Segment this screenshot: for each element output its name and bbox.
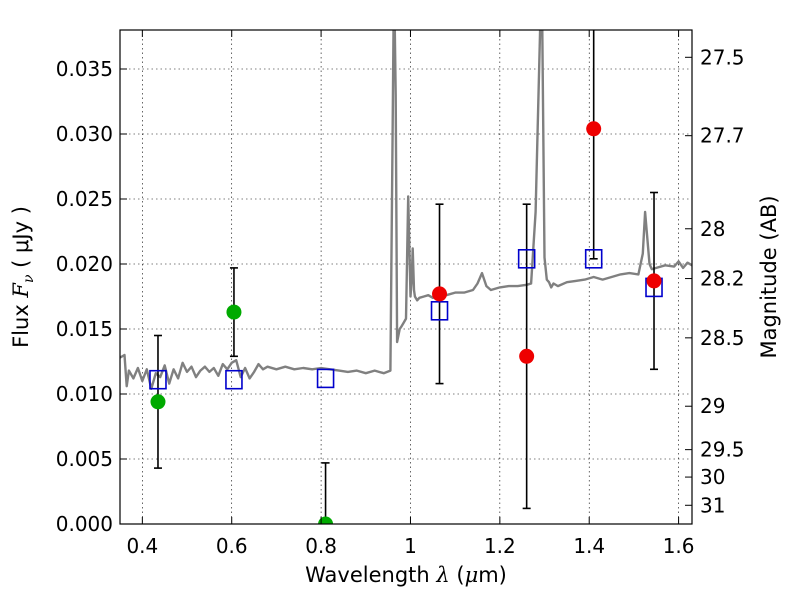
plot-area	[120, 30, 692, 524]
y2-tick-label: 29	[700, 394, 725, 418]
model-photometry-marker	[149, 369, 167, 390]
x-tick-label: 1.4	[573, 534, 605, 558]
y-tick-label: 0.035	[56, 57, 113, 81]
x-tick-labels: 0.4 0.6 0.8 1 1.2 1.4 1.6	[126, 534, 694, 558]
x-axis-title: Wavelength λ (μm)	[305, 563, 507, 587]
x-tick-label: 0.8	[305, 534, 337, 558]
y-tick-label: 0.010	[56, 382, 113, 406]
optical-photometry-point	[318, 516, 334, 524]
y2-tick-label: 27.5	[700, 45, 745, 69]
y-tick-label: 0.015	[56, 317, 113, 341]
nir-photometry-point	[519, 348, 535, 364]
tick-marks	[120, 30, 692, 525]
x-tick-label: 0.4	[126, 534, 158, 558]
x-tick-label: 0.6	[216, 534, 248, 558]
y2-tick-label: 31	[700, 493, 725, 517]
model-photometry-marker	[430, 300, 449, 321]
y2-tick-label: 28.2	[700, 267, 745, 291]
x-tick-label: 1	[404, 534, 417, 558]
model-photometry-marker	[584, 249, 603, 269]
y2-tick-label: 28.5	[700, 326, 745, 350]
y-axis-title: Flux Fν ( μJy )	[9, 206, 37, 348]
y-tick-label: 0.030	[56, 122, 113, 146]
x-tick-label: 1.2	[484, 534, 516, 558]
optical-photometry-point	[150, 394, 166, 410]
y-tick-label: 0.020	[56, 252, 113, 276]
optical-photometry-point	[226, 304, 242, 320]
nir-photometry-point	[586, 121, 602, 137]
y2-tick-label: 30	[700, 465, 725, 489]
y-tick-labels: 0.000 0.005 0.010 0.015 0.020 0.025 0.030 0.035	[56, 57, 113, 536]
x-tick-label: 1.6	[663, 534, 695, 558]
y-tick-label: 0.000	[56, 512, 113, 536]
model-photometry-marker	[517, 249, 536, 269]
y2-tick-label: 29.5	[700, 438, 745, 462]
nir-photometry-point	[646, 273, 662, 289]
spectrum-layer	[120, 30, 692, 390]
model-photometry-marker	[225, 369, 243, 390]
y-tick-label: 0.025	[56, 187, 113, 211]
observed-layer	[150, 121, 662, 524]
y2-axis-title: Magnitude (AB)	[757, 195, 781, 358]
template-spectrum-line	[120, 30, 692, 390]
plot-frame	[119, 29, 693, 525]
y2-tick-label: 27.7	[700, 124, 745, 148]
y2-tick-label: 28	[700, 217, 725, 241]
y-tick-label: 0.005	[56, 447, 113, 471]
nir-photometry-point	[432, 286, 448, 302]
y2-tick-labels: 27.5 27.7 28 28.2 28.5 29 29.5 30 31	[700, 45, 745, 517]
model-photometry-marker	[316, 368, 335, 389]
